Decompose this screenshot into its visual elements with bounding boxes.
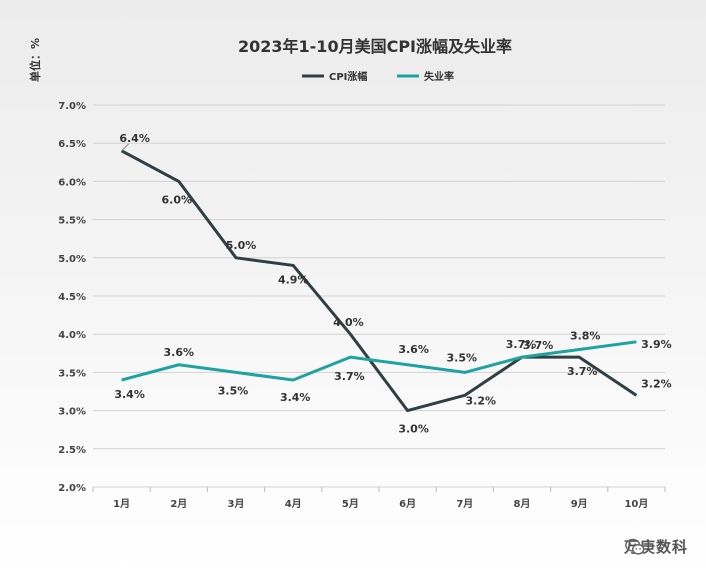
data-labels: 6.4%6.0%5.0%4.9%4.0%3.0%3.2%3.7%3.7%3.2%… xyxy=(114,132,671,436)
data-label: 3.7% xyxy=(523,339,554,352)
data-label: 3.2% xyxy=(641,377,672,390)
x-tick-label: 6月 xyxy=(399,498,416,510)
data-label: 3.8% xyxy=(570,329,601,342)
data-label: 3.2% xyxy=(466,394,497,407)
watermark: 万庚数科 xyxy=(624,536,688,557)
x-tick-label: 5月 xyxy=(342,498,359,510)
y-tick-label: 4.0% xyxy=(58,330,86,341)
wechat-icon xyxy=(625,538,645,555)
x-tick-label: 2月 xyxy=(170,498,187,510)
series-line xyxy=(120,149,638,413)
data-label: 3.5% xyxy=(447,351,478,364)
x-tick-label: 8月 xyxy=(514,498,531,510)
x-tick-label: 7月 xyxy=(456,498,473,510)
data-label: 3.0% xyxy=(398,423,429,436)
chart-title: 2023年1-10月美国CPI涨幅及失业率 xyxy=(238,37,512,56)
grid-lines xyxy=(93,104,665,488)
unit-label: 单位：% xyxy=(28,38,42,82)
y-tick-label: 4.5% xyxy=(58,292,86,303)
data-label: 5.0% xyxy=(226,239,257,252)
legend: CPI涨幅 失业率 xyxy=(302,70,454,83)
x-tick-label: 9月 xyxy=(571,498,588,510)
x-axis-ticks: 1月 2月 3月 4月 5月 6月 7月 8月 9月 10月 xyxy=(92,487,666,510)
y-tick-label: 3.0% xyxy=(58,407,86,418)
data-label: 6.0% xyxy=(162,193,193,206)
y-axis-ticks: 2.0% 2.5% 3.0% 3.5% 4.0% 4.5% 5.0% 5.5% 6.0% 6.5%… xyxy=(58,101,86,494)
data-label: 4.9% xyxy=(278,273,309,286)
y-tick-label: 2.0% xyxy=(58,483,86,494)
data-label: 3.9% xyxy=(641,338,672,351)
y-tick-label: 3.5% xyxy=(58,368,86,379)
series-line xyxy=(121,340,637,382)
x-tick-label: 1月 xyxy=(113,498,130,510)
y-tick-label: 7.0% xyxy=(58,101,86,112)
y-tick-label: 5.5% xyxy=(58,216,86,227)
x-tick-label: 3月 xyxy=(228,498,245,510)
data-label: 3.6% xyxy=(398,343,429,356)
series-lines xyxy=(120,149,638,413)
data-label: 3.4% xyxy=(280,391,311,404)
y-tick-label: 6.5% xyxy=(58,139,86,150)
y-tick-label: 5.0% xyxy=(58,254,86,265)
y-tick-label: 2.5% xyxy=(58,445,86,456)
data-label: 3.7% xyxy=(567,365,598,378)
data-label: 4.0% xyxy=(333,316,364,329)
data-label: 3.7% xyxy=(334,370,365,383)
legend-entry: CPI涨幅 xyxy=(329,70,367,83)
y-tick-label: 6.0% xyxy=(58,177,86,188)
x-tick-label: 4月 xyxy=(285,498,302,510)
data-label: 3.7% xyxy=(506,338,537,351)
data-label: 3.4% xyxy=(114,388,145,401)
data-label: 6.4% xyxy=(119,132,150,145)
data-label: 3.6% xyxy=(164,346,195,359)
label-leader xyxy=(121,143,129,152)
legend-entry: 失业率 xyxy=(424,70,454,83)
x-tick-label: 10月 xyxy=(624,498,648,510)
data-label: 3.5% xyxy=(218,384,249,397)
